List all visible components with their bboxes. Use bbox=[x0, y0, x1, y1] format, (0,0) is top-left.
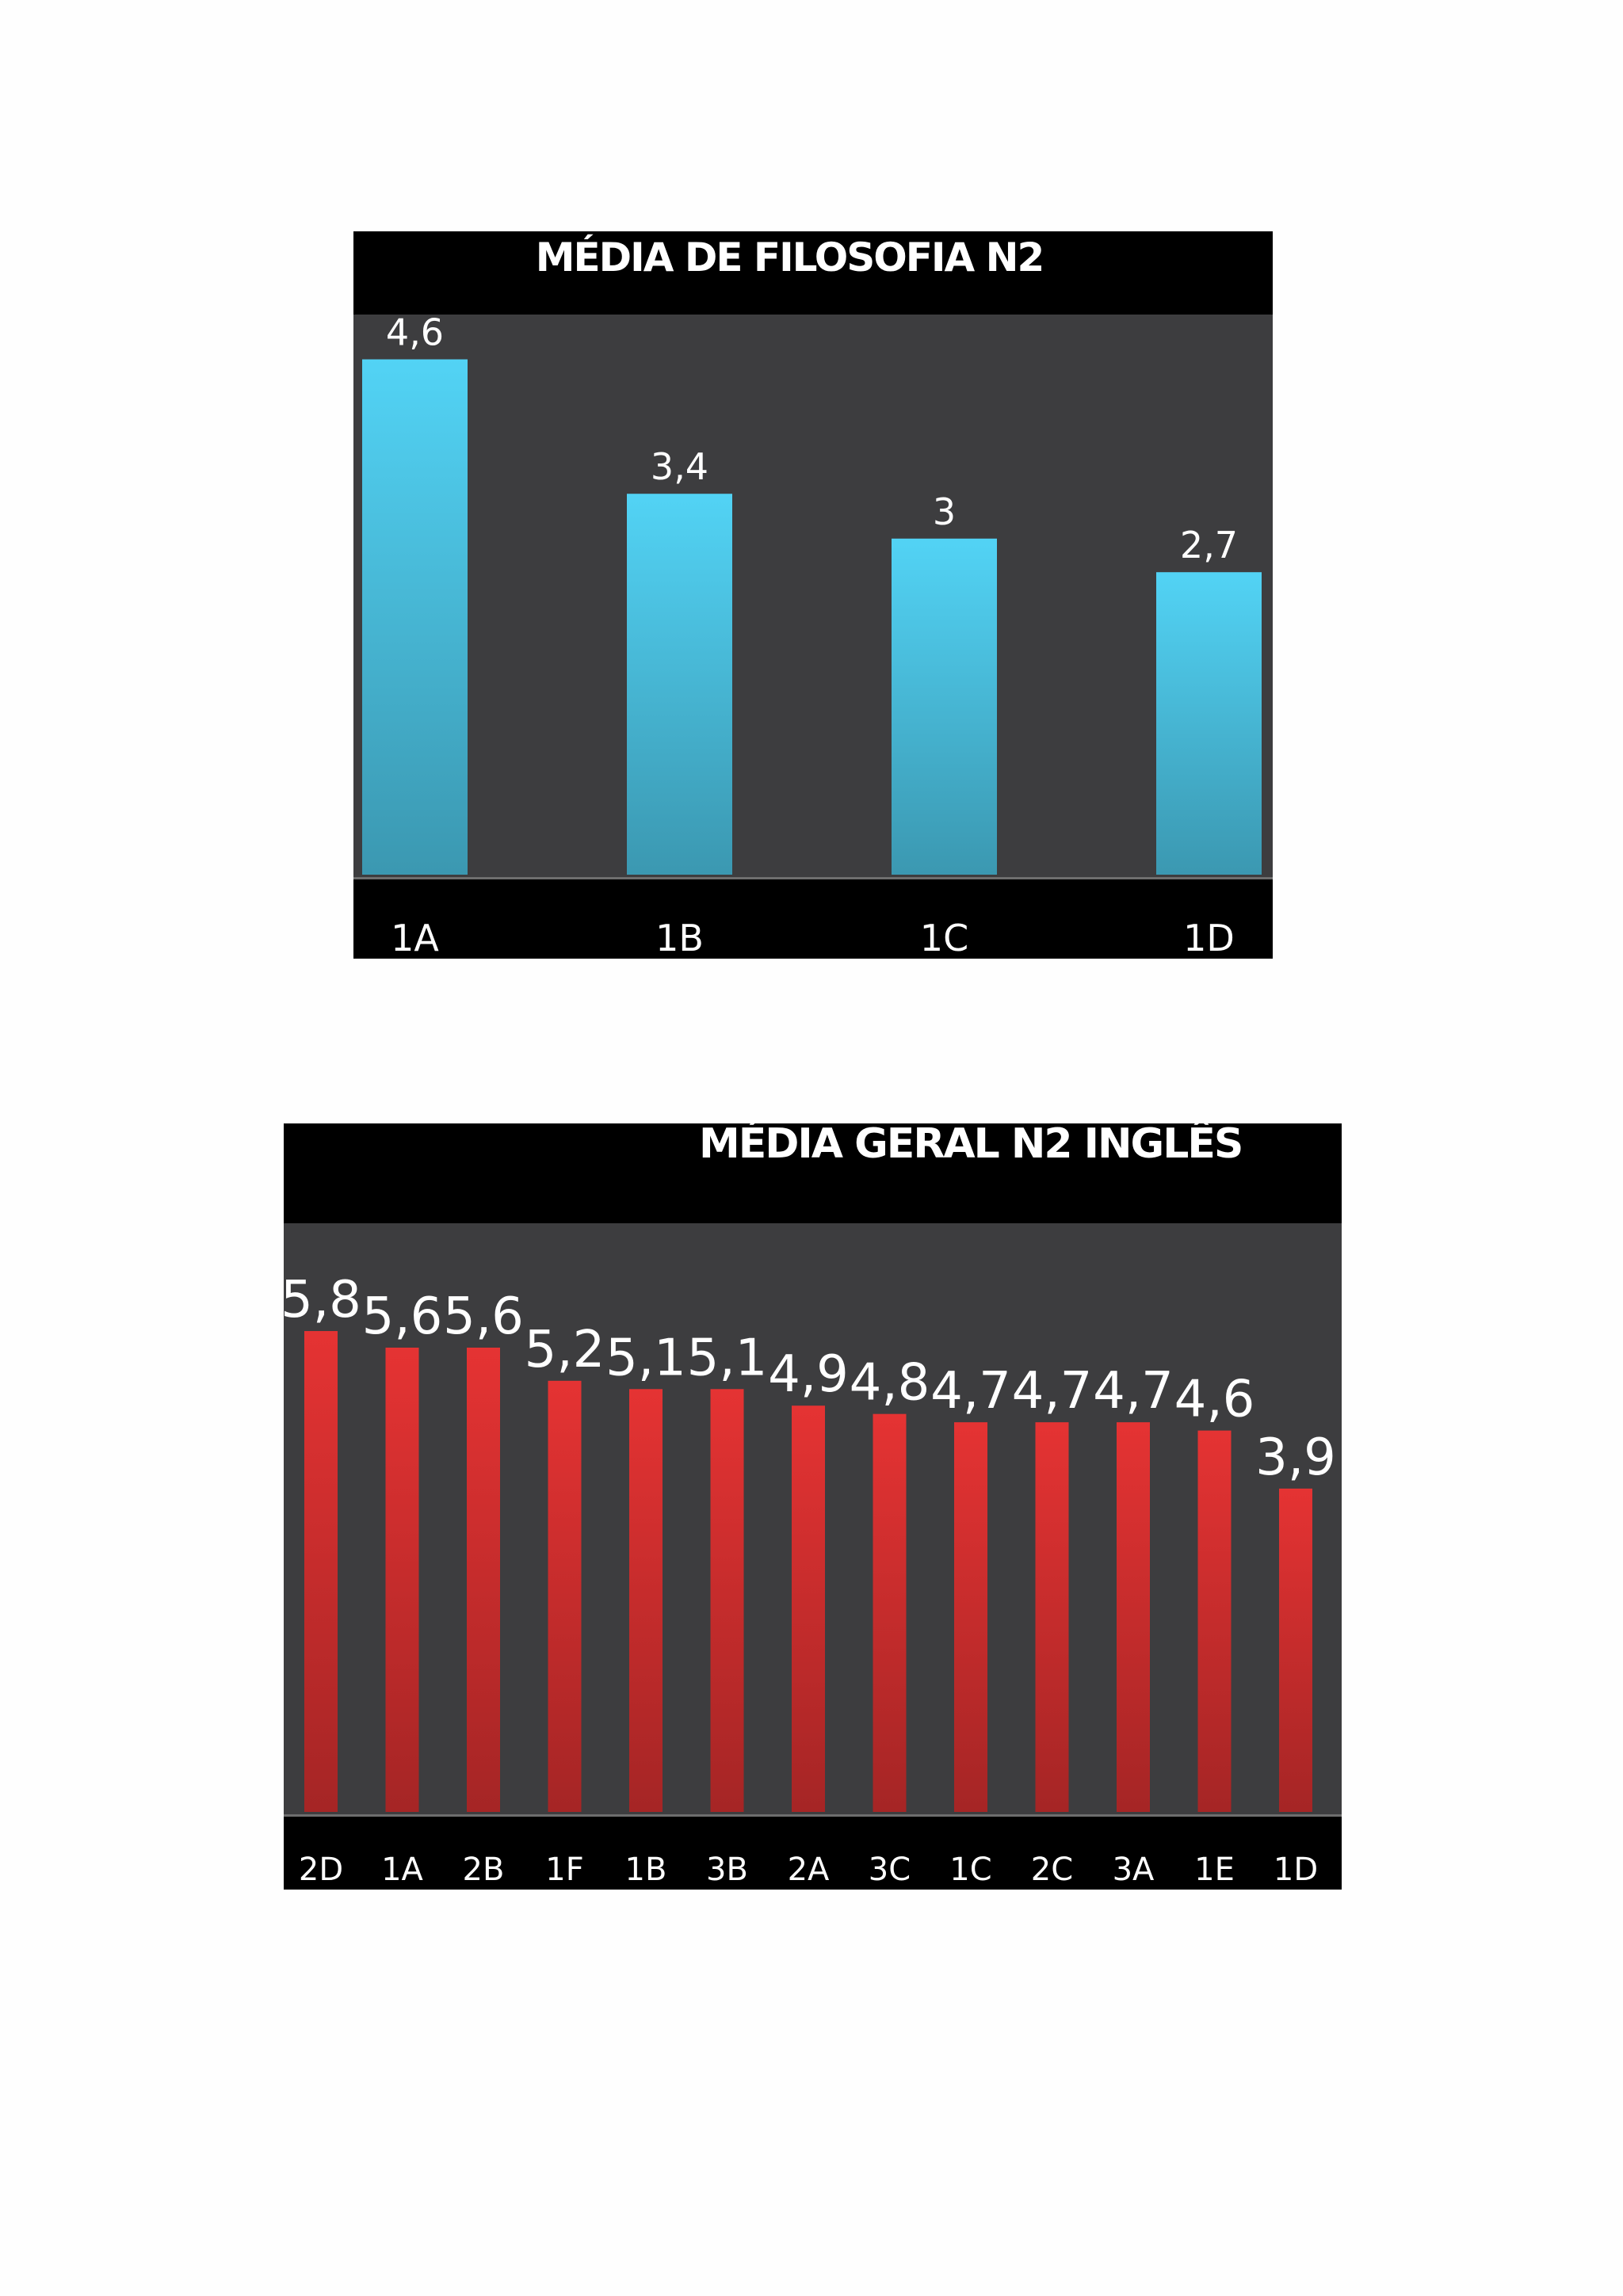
chart-title: MÉDIA GERAL N2 INGLÊS bbox=[699, 1123, 1243, 1168]
data-label: 5,1 bbox=[605, 1329, 686, 1387]
bar-1C bbox=[892, 538, 997, 875]
bar-2A bbox=[792, 1405, 825, 1812]
x-tick-label: 1C bbox=[920, 917, 968, 959]
bar-2C bbox=[1035, 1422, 1069, 1812]
x-tick-label: 1A bbox=[381, 1852, 423, 1888]
x-tick-label: 3C bbox=[869, 1852, 911, 1888]
x-tick-label: 2D bbox=[299, 1852, 343, 1888]
bar-1C bbox=[954, 1422, 987, 1812]
data-label: 4,9 bbox=[768, 1345, 849, 1404]
x-tick-label: 1B bbox=[655, 917, 704, 959]
chart-title: MÉDIA DE FILOSOFIA N2 bbox=[535, 235, 1045, 280]
bar-1A bbox=[385, 1347, 419, 1812]
x-tick-label: 1A bbox=[391, 917, 439, 959]
data-label: 4,7 bbox=[1012, 1362, 1093, 1421]
bar-1F bbox=[548, 1380, 582, 1812]
x-tick-label: 3B bbox=[706, 1852, 748, 1888]
data-label: 5,6 bbox=[362, 1287, 443, 1346]
x-tick-label: 1D bbox=[1274, 1852, 1318, 1888]
bar-1D bbox=[1156, 572, 1262, 875]
data-label: 4,6 bbox=[1174, 1371, 1255, 1429]
data-label: 4,7 bbox=[930, 1362, 1011, 1421]
bar-1B bbox=[629, 1389, 663, 1812]
x-tick-label: 1F bbox=[545, 1852, 583, 1888]
data-label: 5,8 bbox=[284, 1271, 361, 1329]
data-label: 4,7 bbox=[1093, 1362, 1174, 1421]
x-tick-label: 1C bbox=[949, 1852, 991, 1888]
data-label: 4,8 bbox=[850, 1354, 930, 1413]
bar-3B bbox=[710, 1389, 744, 1812]
bar-2B bbox=[467, 1347, 500, 1812]
data-label: 4,6 bbox=[386, 311, 444, 354]
data-label: 5,6 bbox=[443, 1287, 524, 1346]
x-tick-label: 2A bbox=[788, 1852, 830, 1888]
bar-1A bbox=[362, 359, 468, 875]
bar-1B bbox=[627, 494, 732, 875]
x-tick-label: 3A bbox=[1113, 1852, 1155, 1888]
bar-3A bbox=[1117, 1422, 1150, 1812]
data-label: 3,4 bbox=[651, 445, 708, 488]
english-chart: MÉDIA GERAL N2 INGLÊS 5,8 2D 5,6 1A 5,6 2B 5,2… bbox=[284, 1123, 1342, 1890]
data-label: 3 bbox=[933, 490, 956, 533]
chart-marks: 4,6 1A 3,4 1B 3 1C 2,7 1D bbox=[362, 311, 1262, 959]
chart-marks: 5,8 2D 5,6 1A 5,6 2B 5,2 1F 5,1 1B 5,1 3B 4,9 2A 4,8 3C… bbox=[284, 1271, 1336, 1888]
x-tick-label: 1B bbox=[625, 1852, 667, 1888]
philosophy-chart: MÉDIA DE FILOSOFIA N2 4,6 1A 3,4 1B 3 1C 2,7 1D bbox=[353, 231, 1273, 959]
x-tick-label: 2B bbox=[463, 1852, 505, 1888]
x-tick-label: 1E bbox=[1194, 1852, 1235, 1888]
plot-area bbox=[353, 315, 1273, 877]
bar-1E bbox=[1197, 1430, 1232, 1812]
x-axis-line bbox=[353, 877, 1273, 879]
data-label: 5,1 bbox=[687, 1329, 768, 1387]
bar-2D bbox=[304, 1331, 338, 1812]
data-label: 3,9 bbox=[1255, 1428, 1336, 1487]
x-tick-label: 2C bbox=[1031, 1852, 1073, 1888]
data-label: 2,7 bbox=[1180, 524, 1238, 566]
data-label: 5,2 bbox=[525, 1321, 605, 1379]
bar-3C bbox=[873, 1413, 907, 1812]
x-tick-label: 1D bbox=[1183, 917, 1235, 959]
x-axis-line bbox=[284, 1814, 1342, 1817]
bar-1D bbox=[1279, 1488, 1312, 1812]
